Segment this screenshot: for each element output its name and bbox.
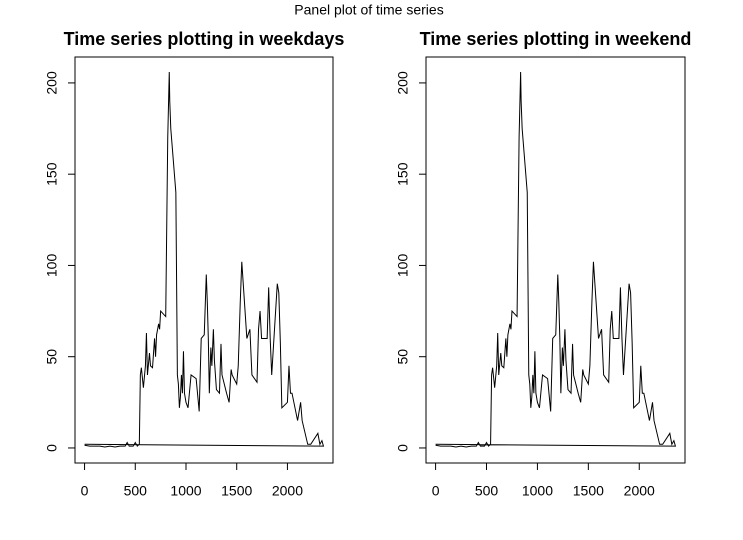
x-tick-label: 2000 [624,483,655,499]
series-line [435,71,677,448]
x-tick-label: 500 [475,483,499,499]
y-tick-label: 50 [395,349,411,365]
x-tick-label: 1500 [573,483,604,499]
plot-frame [425,56,686,464]
x-tick-label: 1500 [221,483,252,499]
x-tick-label: 500 [124,483,148,499]
series-line [84,71,325,448]
x-tick-label: 2000 [272,483,303,499]
y-tick-label: 100 [395,254,411,278]
panel-title: Time series plotting in weekend [420,29,692,49]
x-tick-label: 1000 [522,483,553,499]
y-tick-label: 150 [395,162,411,186]
y-tick-label: 0 [395,444,411,452]
y-tick-label: 200 [395,71,411,95]
x-tick-label: 0 [81,483,89,499]
x-tick-label: 1000 [170,483,201,499]
y-tick-label: 50 [44,349,60,365]
super-title: Panel plot of time series [294,2,443,18]
y-tick-label: 0 [44,444,60,452]
x-tick-label: 0 [432,483,440,499]
panel-title: Time series plotting in weekdays [64,29,345,49]
plot-frame [74,56,334,464]
y-tick-label: 200 [44,71,60,95]
y-tick-label: 150 [44,162,60,186]
y-tick-label: 100 [44,254,60,278]
